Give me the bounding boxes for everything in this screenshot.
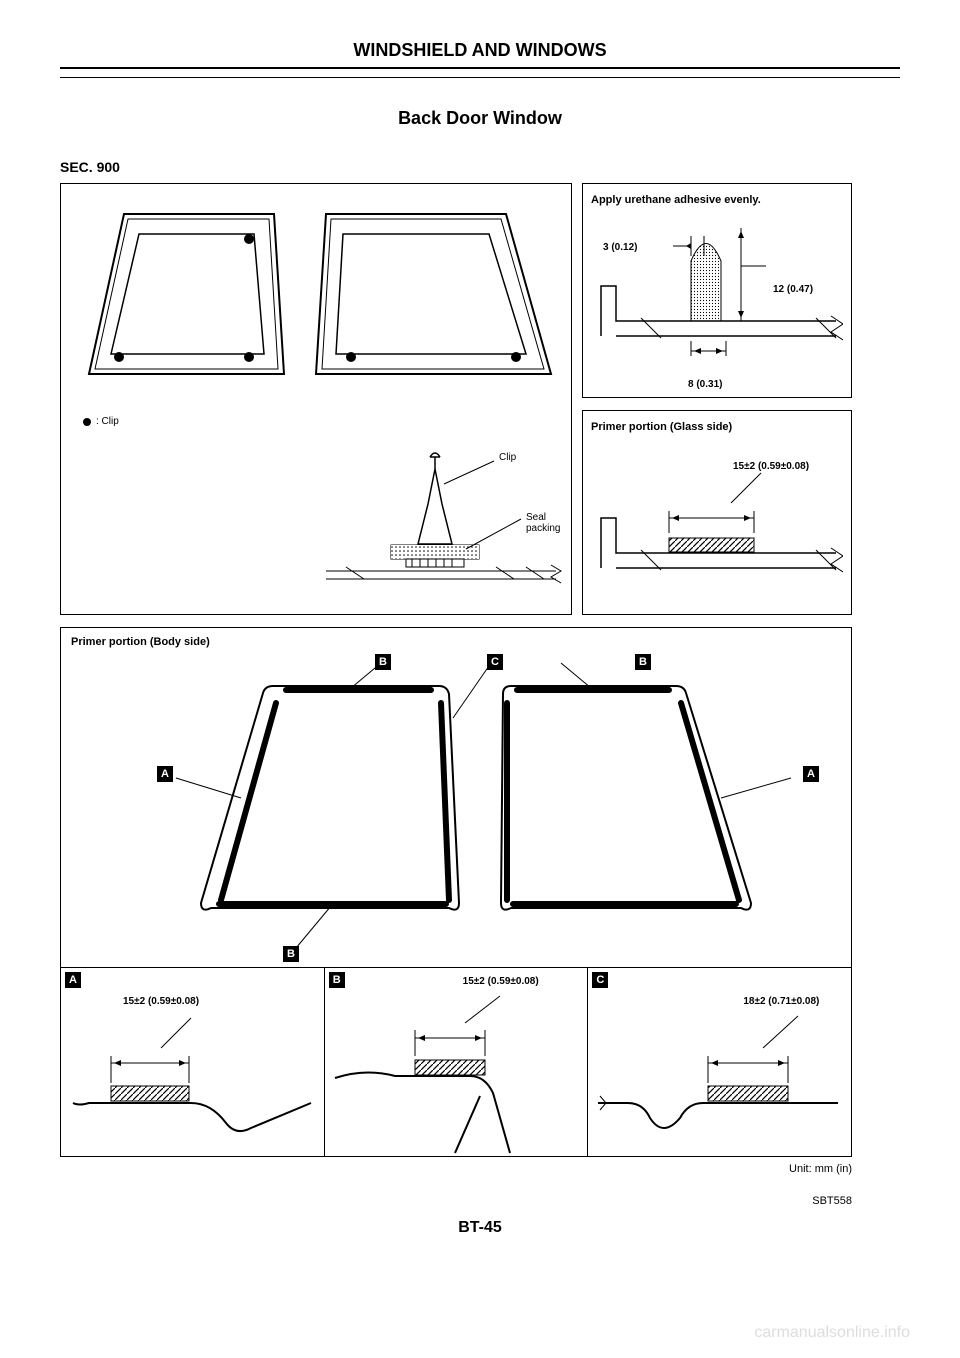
section-row: A 15±2 (0.59±0.08) B	[60, 967, 852, 1157]
section-c-dim: 18±2 (0.71±0.08)	[743, 996, 819, 1007]
section-c: C 18±2 (0.71±0.08)	[588, 967, 852, 1157]
marker-a-right: A	[803, 766, 819, 782]
section-b-marker: B	[329, 972, 345, 988]
marker-c-top: C	[487, 654, 503, 670]
header-rule	[60, 77, 900, 78]
body-primer-panel: Primer portion (Body side)	[60, 627, 852, 967]
section-c-marker: C	[592, 972, 608, 988]
seal-packing-label: Seal packing	[526, 512, 571, 534]
adhesive-dim2: 12 (0.47)	[773, 284, 813, 295]
section-b: B 15±2 (0.59±0.08)	[325, 967, 589, 1157]
glass-primer-title: Primer portion (Glass side)	[591, 421, 843, 433]
glass-primer-dim: 15±2 (0.59±0.08)	[733, 461, 809, 472]
clip-legend-text: : Clip	[96, 416, 119, 427]
section-a-dim: 15±2 (0.59±0.08)	[123, 996, 199, 1007]
section-a: A 15±2 (0.59±0.08)	[60, 967, 325, 1157]
adhesive-title: Apply urethane adhesive evenly.	[591, 194, 843, 206]
section-b-dim: 15±2 (0.59±0.08)	[463, 976, 539, 987]
adhesive-panel: Apply urethane adhesive evenly.	[582, 183, 852, 398]
marker-b-top2: B	[635, 654, 651, 670]
windows-svg	[61, 184, 573, 616]
watermark: carmanualsonline.info	[754, 1324, 910, 1342]
left-main-panel: : Clip Clip Seal packing	[60, 183, 572, 615]
unit-label: Unit: mm (in)	[60, 1163, 852, 1175]
clip-legend: : Clip	[83, 416, 119, 427]
clip-label: Clip	[499, 452, 516, 463]
figure-code: SBT558	[60, 1195, 852, 1207]
marker-a-left: A	[157, 766, 173, 782]
adhesive-dim3: 8 (0.31)	[688, 379, 722, 390]
page-subtitle: Back Door Window	[60, 108, 900, 129]
body-primer-svg	[61, 628, 851, 968]
clip-dot-icon	[83, 418, 91, 426]
glass-primer-svg	[591, 433, 843, 593]
glass-primer-panel: Primer portion (Glass side)	[582, 410, 852, 615]
page-number: BT-45	[60, 1219, 900, 1237]
marker-b-top1: B	[375, 654, 391, 670]
body-primer-title: Primer portion (Body side)	[71, 636, 210, 648]
adhesive-dim1: 3 (0.12)	[603, 242, 637, 253]
page-header: WINDSHIELD AND WINDOWS	[60, 40, 900, 69]
section-b-svg	[325, 968, 587, 1158]
section-label: SEC. 900	[60, 159, 900, 175]
section-a-marker: A	[65, 972, 81, 988]
marker-b-bottom: B	[283, 946, 299, 962]
